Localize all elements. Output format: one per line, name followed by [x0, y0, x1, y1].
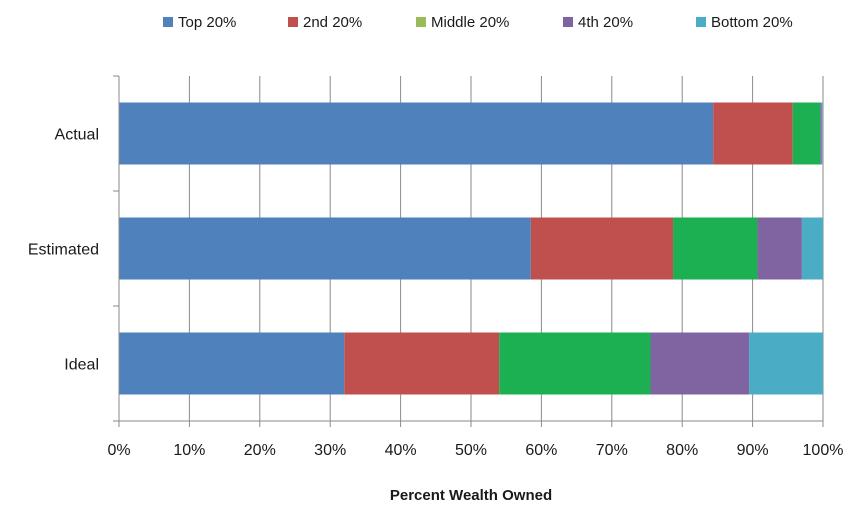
x-tick-label: 40% [385, 442, 417, 459]
bar-estimated-4 [757, 217, 802, 280]
bar-actual-3 [792, 102, 821, 165]
x-tick-label: 100% [803, 442, 844, 459]
x-tick-label: 10% [173, 442, 205, 459]
bar-estimated-5 [801, 217, 823, 280]
bar-ideal-4 [650, 332, 750, 395]
legend-label: Bottom 20% [711, 14, 793, 31]
x-tick-label: 0% [107, 442, 130, 459]
x-tick-label: 20% [244, 442, 276, 459]
bar-actual-2 [713, 102, 793, 165]
legend-label: 2nd 20% [303, 14, 362, 31]
legend-swatch [163, 17, 173, 27]
bar-ideal-5 [749, 332, 823, 395]
category-label: Estimated [28, 242, 99, 259]
x-tick-label: 70% [596, 442, 628, 459]
bars [119, 102, 823, 395]
legend-label: Top 20% [178, 14, 236, 31]
legend: Top 20% 2nd 20% Middle 20% 4th 20% Bottom 20… [163, 14, 793, 31]
x-tick-labels: 0% 10% 20% 30% 40% 50% 60% 70% 80% 90% 100% [107, 442, 843, 459]
bar-ideal-3 [499, 332, 651, 395]
x-tick-label: 30% [314, 442, 346, 459]
x-tick-label: 90% [737, 442, 769, 459]
bar-estimated-2 [530, 217, 674, 280]
bar-actual-1 [119, 102, 714, 165]
bar-ideal-1 [119, 332, 345, 395]
bar-estimated-3 [673, 217, 758, 280]
x-tick-label: 50% [455, 442, 487, 459]
bar-actual-4 [820, 102, 822, 165]
category-label: Actual [55, 127, 99, 144]
legend-swatch [288, 17, 298, 27]
bar-ideal-2 [344, 332, 500, 395]
bar-estimated-1 [119, 217, 531, 280]
x-axis-title: Percent Wealth Owned [390, 487, 552, 504]
legend-swatch [563, 17, 573, 27]
bar-actual-5 [821, 102, 823, 165]
legend-label: Middle 20% [431, 14, 509, 31]
legend-swatch [416, 17, 426, 27]
category-label: Ideal [64, 357, 99, 374]
x-tick-label: 60% [525, 442, 557, 459]
legend-label: 4th 20% [578, 14, 633, 31]
axes [113, 75, 824, 427]
legend-swatch [696, 17, 706, 27]
category-labels: Actual Estimated Ideal [28, 127, 99, 374]
x-tick-label: 80% [666, 442, 698, 459]
